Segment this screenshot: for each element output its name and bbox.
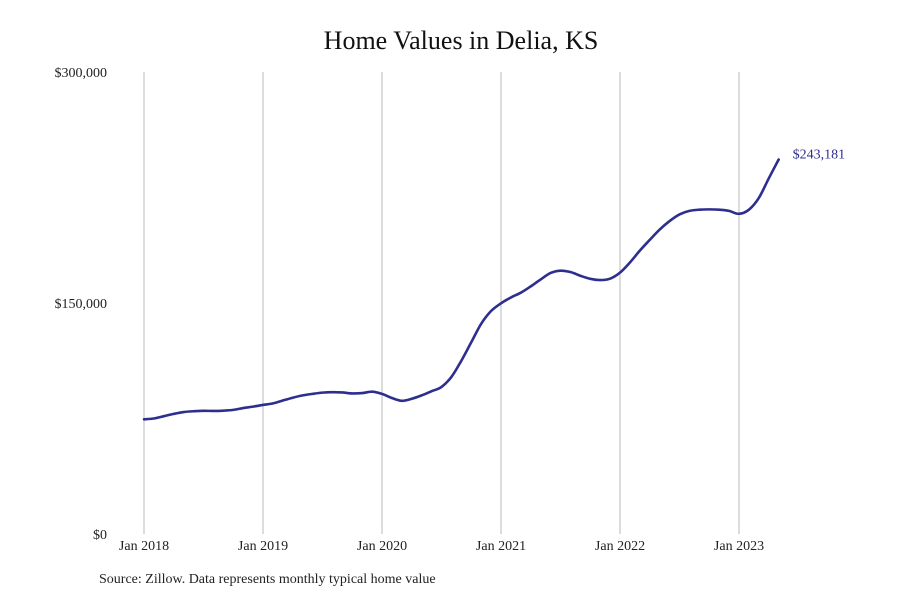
y-tick-label: $0 [93,528,107,543]
series-layer [142,158,780,421]
series-line [142,158,780,421]
y-tick-label: $150,000 [55,297,108,312]
gridlines [143,72,740,534]
chart-title: Home Values in Delia, KS [323,26,599,55]
x-tick-label: Jan 2021 [476,539,526,554]
x-tick-label: Jan 2018 [119,539,169,554]
x-tick-label: Jan 2019 [238,539,288,554]
x-tick-label: Jan 2022 [595,539,645,554]
x-tick-label: Jan 2023 [714,539,764,554]
y-axis-ticks: $0 $150,000 $300,000 [55,66,108,543]
end-value-label: $243,181 [793,148,846,163]
x-axis-ticks: Jan 2018 Jan 2019 Jan 2020 Jan 2021 Jan 2022… [119,539,764,554]
x-tick-label: Jan 2020 [357,539,407,554]
y-tick-label: $300,000 [55,66,108,81]
source-note: Source: Zillow. Data represents monthly … [99,572,436,587]
